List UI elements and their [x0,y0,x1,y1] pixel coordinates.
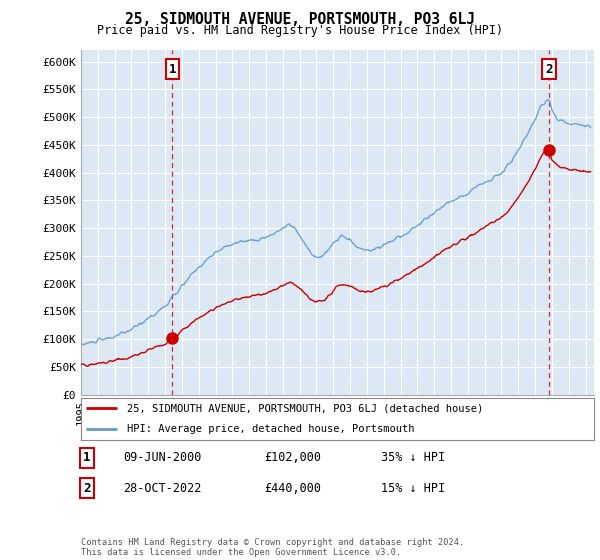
Text: 2: 2 [545,63,553,76]
Text: 15% ↓ HPI: 15% ↓ HPI [381,482,445,495]
Text: 35% ↓ HPI: 35% ↓ HPI [381,451,445,464]
Text: 09-JUN-2000: 09-JUN-2000 [123,451,202,464]
Text: Price paid vs. HM Land Registry's House Price Index (HPI): Price paid vs. HM Land Registry's House … [97,24,503,36]
Text: £440,000: £440,000 [264,482,321,495]
Text: 2: 2 [83,482,91,495]
Text: Contains HM Land Registry data © Crown copyright and database right 2024.
This d: Contains HM Land Registry data © Crown c… [81,538,464,557]
Text: HPI: Average price, detached house, Portsmouth: HPI: Average price, detached house, Port… [127,424,415,434]
Text: 25, SIDMOUTH AVENUE, PORTSMOUTH, PO3 6LJ: 25, SIDMOUTH AVENUE, PORTSMOUTH, PO3 6LJ [125,12,475,27]
Text: 1: 1 [83,451,91,464]
Text: 28-OCT-2022: 28-OCT-2022 [123,482,202,495]
Text: 1: 1 [169,63,176,76]
Text: 25, SIDMOUTH AVENUE, PORTSMOUTH, PO3 6LJ (detached house): 25, SIDMOUTH AVENUE, PORTSMOUTH, PO3 6LJ… [127,403,484,413]
Text: £102,000: £102,000 [264,451,321,464]
